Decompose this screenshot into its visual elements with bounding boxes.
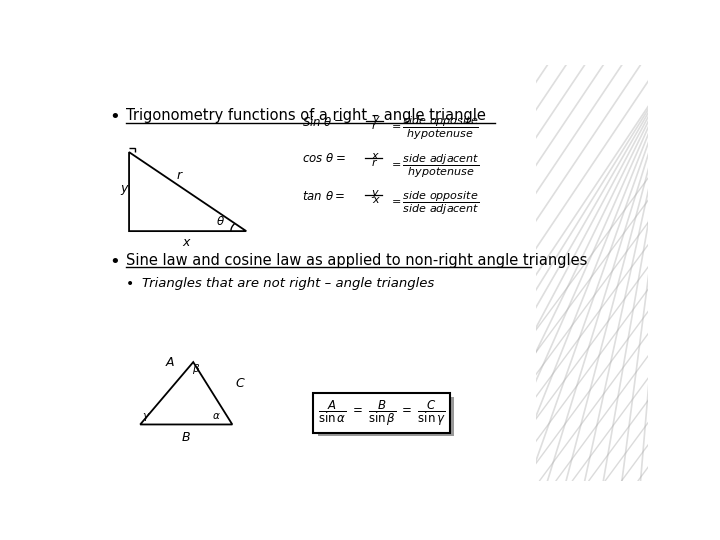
Bar (90, 65, 536, 481)
Text: Triangles that are not right – angle triangles: Triangles that are not right – angle tri… (142, 277, 434, 290)
Text: •: • (126, 277, 135, 291)
Text: C: C (235, 377, 244, 390)
Text: y: y (372, 114, 379, 124)
Text: Sine law and cosine law as applied to non-right angle triangles: Sine law and cosine law as applied to no… (126, 253, 588, 268)
Text: r: r (372, 120, 377, 131)
Text: $\mathit{Sin}\ \theta =$: $\mathit{Sin}\ \theta =$ (302, 114, 344, 129)
Text: $\theta$: $\theta$ (215, 215, 225, 228)
Text: $= \dfrac{\mathit{side\ opposite}}{\mathit{side\ adjacent}}$: $= \dfrac{\mathit{side\ opposite}}{\math… (389, 190, 479, 217)
Text: x: x (372, 151, 378, 161)
Text: $\mathit{tan}\ \theta =$: $\mathit{tan}\ \theta =$ (302, 190, 345, 202)
Text: A: A (166, 356, 174, 369)
Text: $\beta$: $\beta$ (192, 362, 200, 376)
Text: $\gamma$: $\gamma$ (142, 411, 150, 423)
Text: $= \dfrac{\mathit{side\ opposite}}{\mathit{hypotenuse}}$: $= \dfrac{\mathit{side\ opposite}}{\math… (389, 114, 478, 142)
Text: •: • (109, 253, 120, 271)
Bar (318, 396, 454, 436)
Text: Trigonometry functions of a right – angle triangle: Trigonometry functions of a right – angl… (126, 109, 486, 124)
Text: x: x (182, 235, 189, 249)
Bar (313, 393, 450, 433)
Text: x: x (372, 195, 379, 205)
Text: $\dfrac{\mathbf{\mathit{A}}}{\mathbf{\sin\mathit{\alpha}}}\ =\ \dfrac{\mathbf{\m: $\dfrac{\mathbf{\mathit{A}}}{\mathbf{\si… (318, 398, 446, 428)
Text: y: y (121, 181, 128, 194)
Text: r: r (176, 169, 181, 182)
Text: $\mathit{cos}\ \theta =$: $\mathit{cos}\ \theta =$ (302, 152, 346, 165)
Text: y: y (372, 188, 378, 198)
Text: B: B (182, 431, 191, 444)
Text: $= \dfrac{\mathit{side\ adjacent}}{\mathit{hypotenuse}}$: $= \dfrac{\mathit{side\ adjacent}}{\math… (389, 152, 479, 180)
Text: •: • (109, 109, 120, 126)
Text: r: r (372, 158, 377, 168)
Text: $\alpha$: $\alpha$ (212, 411, 220, 421)
